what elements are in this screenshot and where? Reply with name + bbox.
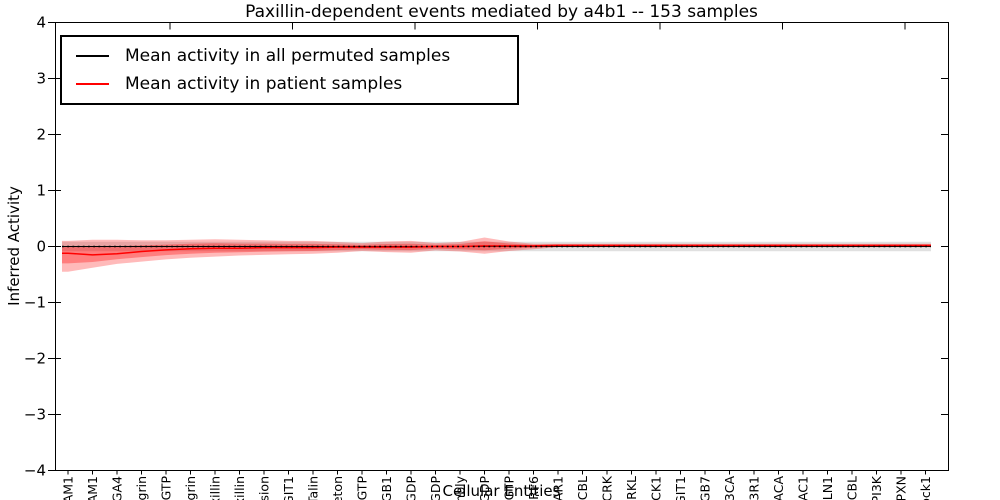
x-tick-label: CBL xyxy=(575,476,590,500)
legend-item-patient: Mean activity in patient samples xyxy=(76,74,509,94)
x-tick-label: alpha4/beta7 Integrin xyxy=(134,476,149,500)
x-tick-label: PI3K xyxy=(869,475,884,500)
y-tick-label: −4 xyxy=(24,462,46,480)
x-tick-label: Rac1/GDP xyxy=(428,476,443,500)
x-tick-label: alpha4/beta1 Integrin/Paxillin/VCAM1 xyxy=(85,476,100,500)
axis-ticks xyxy=(48,21,949,475)
x-tick-label: RAC1 xyxy=(796,476,811,500)
x-tick-label: CRKL/CBL xyxy=(845,476,860,500)
x-tick-label: Rac1/GTP xyxy=(502,476,517,500)
x-tick-label: alpha4/beta1 Integrin/Paxillin xyxy=(208,476,223,500)
x-tick-label: ARF6 xyxy=(526,476,541,500)
chart-title: Paxillin-dependent events mediated by a4… xyxy=(245,2,758,22)
red-line-swatch-icon xyxy=(76,83,109,85)
legend-item-permuted: Mean activity in all permuted samples xyxy=(76,46,509,66)
y-tick-label: 1 xyxy=(36,182,46,200)
x-tick-label: mol:GDP xyxy=(477,476,492,500)
x-tick-label: alpha4/beta1 Integrin/Paxillin/Talin/Act… xyxy=(330,476,345,500)
x-tick-label: mol:GTP xyxy=(355,476,370,500)
legend-label: Mean activity in patient samples xyxy=(125,74,403,94)
x-tick-label: p130Cas/Crk/Dock1 xyxy=(918,476,933,500)
x-tick-label: cell adhesion xyxy=(257,476,272,500)
y-axis-label: Inferred Activity xyxy=(5,186,23,306)
x-axis-label: Cellular Entities xyxy=(442,482,561,500)
x-tick-label: GIT1 xyxy=(673,476,688,500)
y-tick-label: 2 xyxy=(36,126,46,144)
y-tick-label: 0 xyxy=(36,238,46,256)
y-tick-label: −2 xyxy=(24,350,46,368)
x-tick-label: alpha4/beta7 Integrin/Paxillin xyxy=(232,476,247,500)
x-tick-label: ITGB7 xyxy=(698,476,713,500)
x-tick-label: TLN1 xyxy=(820,476,835,500)
y-tick-label: −3 xyxy=(24,406,46,424)
x-tick-label: CRK xyxy=(600,475,615,500)
x-tick-label: CRKL xyxy=(624,476,639,500)
x-tick-label: DOCK1 xyxy=(649,476,664,500)
x-tick-label: VCAM1 xyxy=(61,476,76,500)
confidence-bands xyxy=(62,237,931,272)
y-tick-label: 3 xyxy=(36,70,46,88)
x-tick-label: PRKACA xyxy=(771,476,786,500)
x-tick-label: ARF6/GDP xyxy=(404,476,419,500)
x-tick-label: PIK3R1 xyxy=(747,476,762,500)
tick-labels: 4 3 2 1 0 −1 −2 −3 −4 VCAM1 alpha4/beta1 Integrin/… xyxy=(24,14,933,500)
legend-label: Mean activity in all permuted samples xyxy=(125,46,451,66)
series-lines xyxy=(62,244,931,256)
x-tick-label: ITGB1 xyxy=(379,476,394,500)
x-tick-label: alpha4/beta1 Integrin/Paxillin/GIT1 xyxy=(281,476,296,500)
patient-mean-line xyxy=(62,244,931,256)
y-tick-label: −1 xyxy=(24,294,46,312)
y-tick-label: 4 xyxy=(36,14,46,32)
x-tick-label: ITGA4 xyxy=(110,476,125,500)
legend: Mean activity in all permuted samples Me… xyxy=(60,35,519,105)
x-tick-label: alpha4/beta1 Integrin/Paxillin/Talin xyxy=(306,476,321,500)
x-tick-label: PXN xyxy=(894,476,909,500)
x-tick-label: ARF6/GTP xyxy=(159,476,174,500)
x-tick-label: alpha4/beta1 Integrin xyxy=(183,476,198,500)
x-tick-label: lamellipodium assembly xyxy=(453,475,468,500)
black-line-swatch-icon xyxy=(76,55,109,57)
x-tick-label: BCAR1 xyxy=(551,476,566,500)
x-tick-label: PIK3CA xyxy=(722,476,737,500)
